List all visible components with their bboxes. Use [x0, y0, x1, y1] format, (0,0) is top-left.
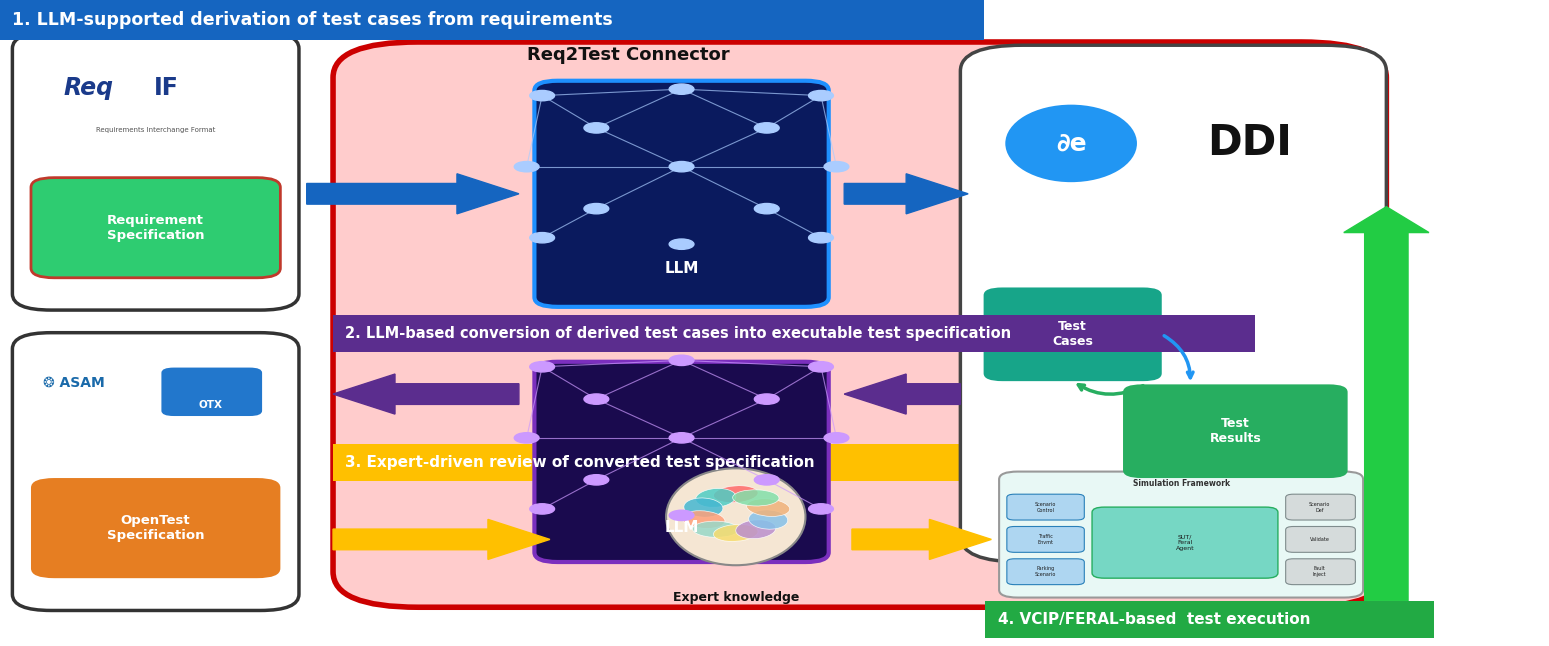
- Ellipse shape: [696, 488, 736, 507]
- Text: OTX: OTX: [198, 401, 223, 410]
- Text: Simulation Framework: Simulation Framework: [1132, 479, 1230, 488]
- Circle shape: [809, 362, 833, 372]
- Ellipse shape: [666, 468, 805, 565]
- FancyArrow shape: [844, 174, 968, 214]
- FancyBboxPatch shape: [333, 315, 1255, 352]
- Circle shape: [809, 504, 833, 514]
- FancyBboxPatch shape: [1007, 494, 1084, 520]
- Ellipse shape: [714, 525, 757, 541]
- Ellipse shape: [747, 499, 790, 516]
- FancyBboxPatch shape: [999, 472, 1363, 598]
- Circle shape: [754, 123, 779, 133]
- FancyBboxPatch shape: [1286, 494, 1355, 520]
- Text: SUT/
Feral
Agent: SUT/ Feral Agent: [1176, 534, 1194, 551]
- Text: ∂e: ∂e: [1056, 131, 1086, 156]
- Text: Test
Results: Test Results: [1210, 417, 1261, 445]
- Text: 2. LLM-based conversion of derived test cases into executable test specification: 2. LLM-based conversion of derived test …: [345, 326, 1011, 341]
- FancyArrow shape: [333, 374, 519, 414]
- Circle shape: [584, 475, 609, 485]
- FancyArrow shape: [307, 174, 519, 214]
- Circle shape: [824, 433, 849, 443]
- Ellipse shape: [683, 498, 723, 517]
- FancyBboxPatch shape: [31, 478, 280, 578]
- Circle shape: [754, 394, 779, 404]
- FancyBboxPatch shape: [31, 178, 280, 278]
- Text: 4. VCIP/FERAL-based  test execution: 4. VCIP/FERAL-based test execution: [998, 612, 1310, 627]
- Ellipse shape: [682, 511, 725, 528]
- Text: LLM: LLM: [665, 521, 699, 536]
- FancyBboxPatch shape: [12, 32, 299, 310]
- Circle shape: [669, 433, 694, 443]
- Circle shape: [530, 504, 555, 514]
- Ellipse shape: [714, 486, 757, 503]
- Circle shape: [669, 355, 694, 366]
- Text: Req2Test Connector: Req2Test Connector: [527, 46, 730, 64]
- Text: IF: IF: [153, 76, 178, 100]
- FancyBboxPatch shape: [534, 362, 829, 562]
- FancyArrow shape: [1345, 207, 1428, 601]
- Circle shape: [514, 433, 539, 443]
- Ellipse shape: [736, 520, 776, 539]
- Circle shape: [754, 475, 779, 485]
- Circle shape: [809, 90, 833, 101]
- Text: Requirement
Specification: Requirement Specification: [107, 214, 204, 242]
- FancyBboxPatch shape: [985, 601, 1434, 638]
- FancyBboxPatch shape: [960, 45, 1386, 562]
- Circle shape: [669, 239, 694, 249]
- FancyBboxPatch shape: [333, 444, 1255, 481]
- Ellipse shape: [748, 510, 788, 529]
- Circle shape: [754, 203, 779, 214]
- Text: DDI: DDI: [1208, 122, 1292, 165]
- Circle shape: [514, 162, 539, 172]
- FancyBboxPatch shape: [984, 287, 1162, 381]
- Text: Fault
Inject: Fault Inject: [1314, 567, 1326, 577]
- FancyBboxPatch shape: [1007, 559, 1084, 585]
- FancyBboxPatch shape: [1286, 559, 1355, 585]
- Text: Validate: Validate: [1310, 537, 1329, 542]
- Text: 3. Expert-driven review of converted test specification: 3. Expert-driven review of converted tes…: [345, 455, 815, 470]
- Ellipse shape: [692, 521, 739, 537]
- Text: Test
Cases: Test Cases: [1052, 320, 1094, 348]
- Circle shape: [584, 394, 609, 404]
- FancyBboxPatch shape: [161, 368, 262, 416]
- Ellipse shape: [733, 490, 779, 506]
- Circle shape: [530, 362, 555, 372]
- FancyBboxPatch shape: [12, 333, 299, 610]
- Text: Requirements Interchange Format: Requirements Interchange Format: [96, 127, 215, 132]
- Ellipse shape: [1005, 105, 1137, 182]
- FancyArrow shape: [333, 519, 550, 559]
- FancyBboxPatch shape: [0, 0, 984, 40]
- FancyBboxPatch shape: [1092, 507, 1278, 578]
- Circle shape: [669, 162, 694, 172]
- FancyBboxPatch shape: [1123, 384, 1348, 478]
- Circle shape: [530, 233, 555, 243]
- Circle shape: [584, 123, 609, 133]
- FancyBboxPatch shape: [333, 42, 1386, 607]
- Text: Traffic
Envmt: Traffic Envmt: [1038, 534, 1053, 545]
- Circle shape: [824, 162, 849, 172]
- FancyBboxPatch shape: [534, 81, 829, 307]
- Text: 1. LLM-supported derivation of test cases from requirements: 1. LLM-supported derivation of test case…: [12, 11, 613, 29]
- Circle shape: [530, 90, 555, 101]
- FancyBboxPatch shape: [1007, 526, 1084, 552]
- FancyArrow shape: [844, 374, 960, 414]
- Text: LLM: LLM: [665, 261, 699, 276]
- FancyArrow shape: [852, 519, 991, 559]
- Text: Scenario
Control: Scenario Control: [1035, 502, 1056, 512]
- Text: Scenario
Def: Scenario Def: [1309, 502, 1331, 512]
- Circle shape: [584, 203, 609, 214]
- Circle shape: [669, 84, 694, 94]
- Text: Expert knowledge: Expert knowledge: [672, 591, 799, 604]
- Text: Parking
Scenario: Parking Scenario: [1035, 567, 1056, 577]
- Circle shape: [809, 233, 833, 243]
- Text: ❂ ASAM: ❂ ASAM: [43, 376, 105, 390]
- Circle shape: [669, 510, 694, 521]
- FancyBboxPatch shape: [1286, 526, 1355, 552]
- Text: OpenTest
Specification: OpenTest Specification: [107, 514, 204, 543]
- Text: Req: Req: [64, 76, 115, 100]
